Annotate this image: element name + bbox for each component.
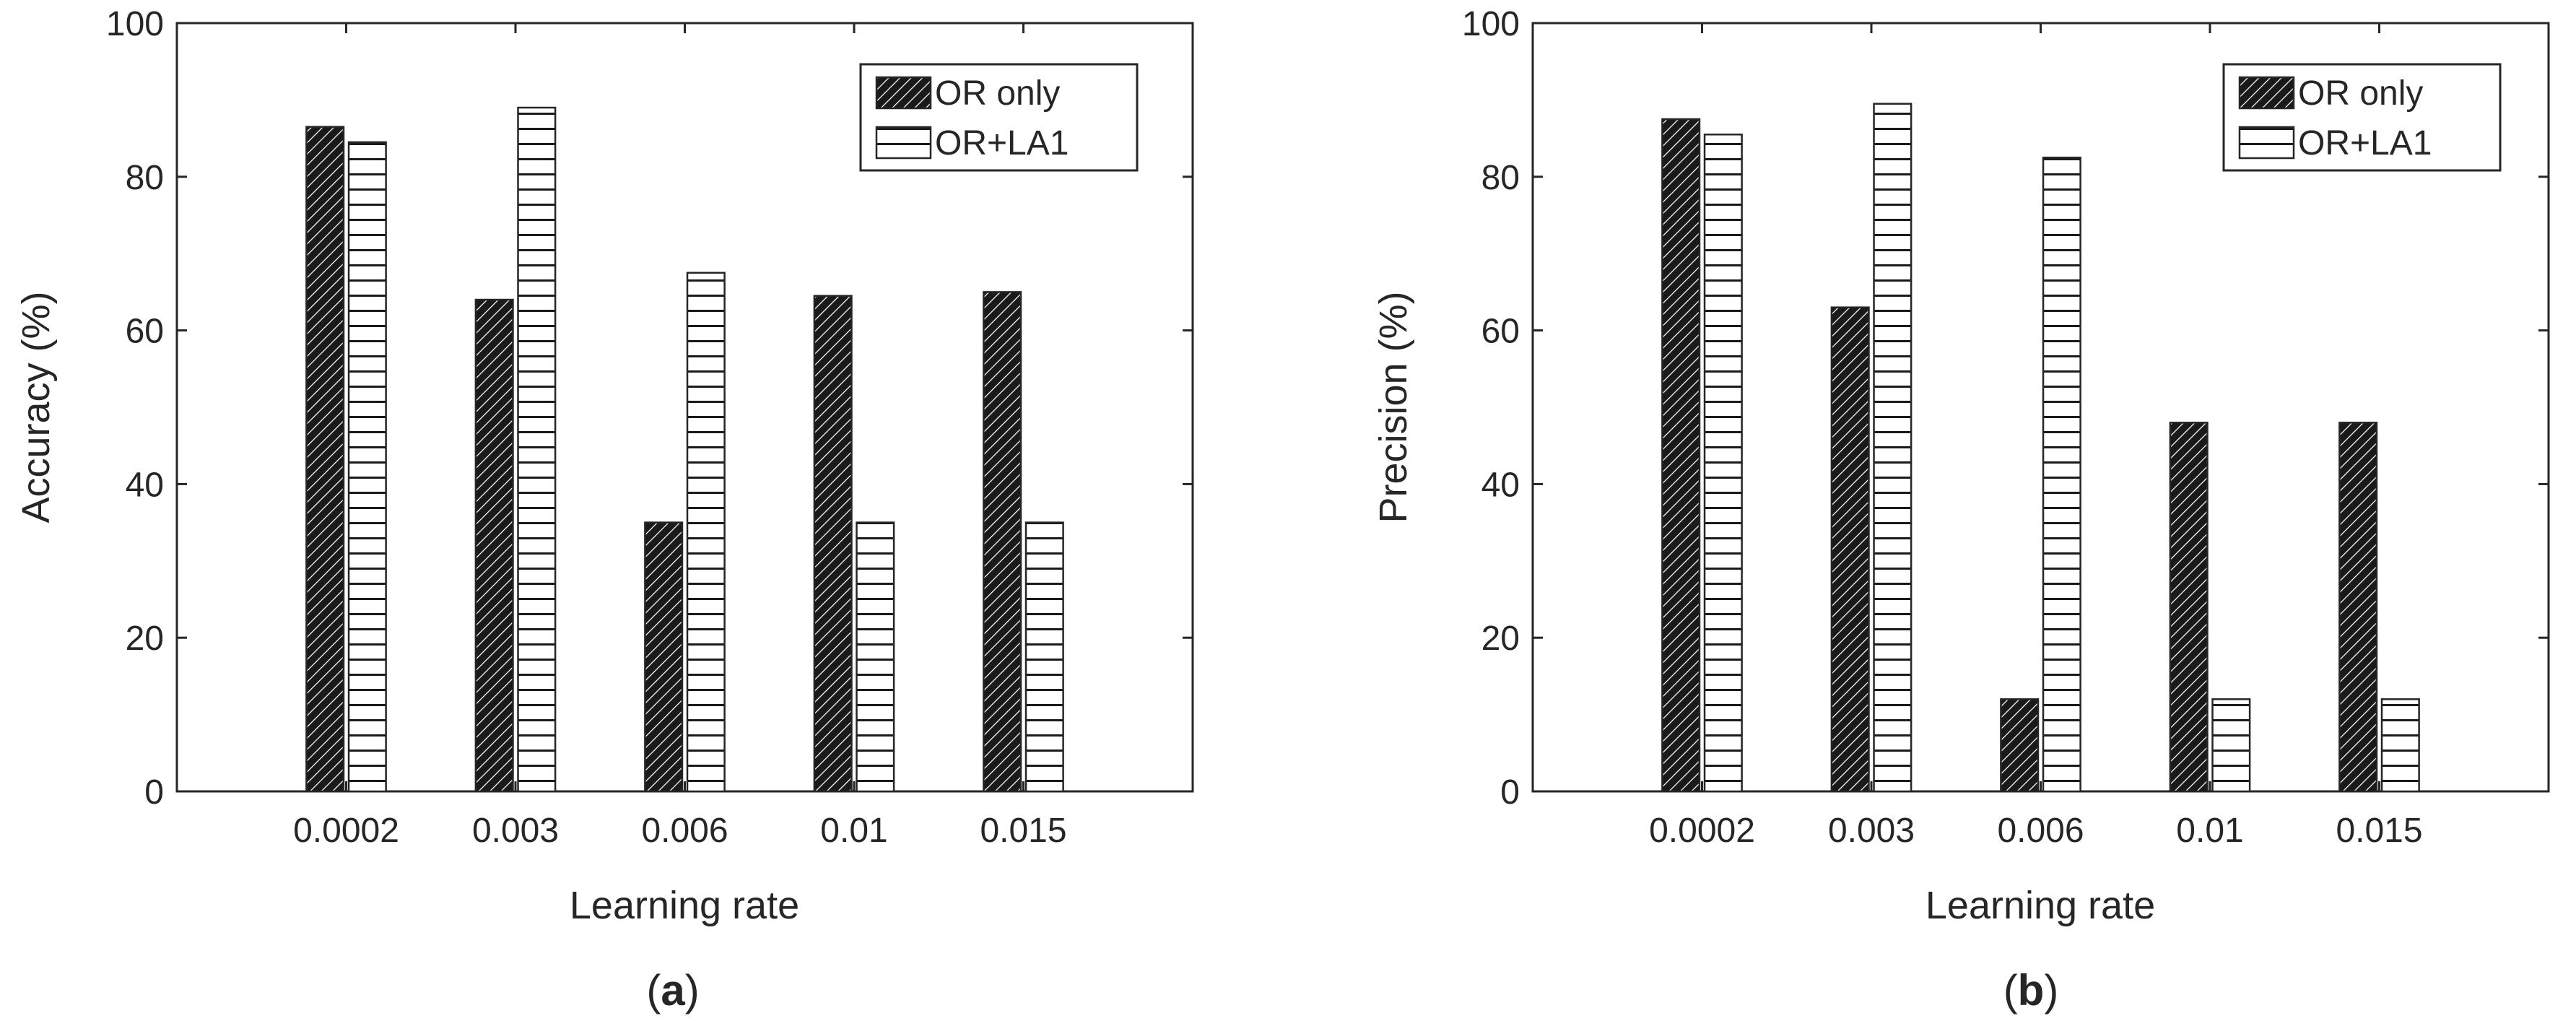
y-axis-label: Precision (%) bbox=[1372, 291, 1415, 523]
legend: OR only OR+LA1 bbox=[859, 63, 1139, 172]
bar-or-la1-0-0002 bbox=[1703, 134, 1743, 793]
y-tick-label: 100 bbox=[106, 5, 164, 43]
bar-or-only-0-015 bbox=[983, 291, 1022, 793]
caption-b: (b) bbox=[2003, 966, 2059, 1015]
bar-or-only-0-006 bbox=[644, 521, 684, 793]
x-tick-label: 0.015 bbox=[980, 812, 1066, 850]
x-axis-label: Learning rate bbox=[570, 884, 799, 927]
x-tick-label: 0.003 bbox=[1828, 812, 1915, 850]
y-tick-label: 100 bbox=[1462, 5, 1520, 43]
bar-or-la1-0-01 bbox=[856, 521, 895, 793]
legend: OR only OR+LA1 bbox=[2222, 63, 2502, 172]
legend-swatch-or-only bbox=[2238, 76, 2295, 110]
x-axis-ticks: 0.0002 0.003 0.006 0.01 0.015 bbox=[1649, 23, 2423, 850]
x-tick-label: 0.0002 bbox=[1649, 812, 1755, 850]
bar-or-la1-0-006 bbox=[686, 271, 726, 793]
legend-swatch-or-la1 bbox=[2238, 126, 2295, 160]
x-axis-ticks: 0.0002 0.003 0.006 0.01 0.015 bbox=[293, 23, 1067, 850]
x-tick-label: 0.01 bbox=[820, 812, 887, 850]
y-tick-label: 60 bbox=[1481, 313, 1520, 351]
y-tick-label: 20 bbox=[1481, 620, 1520, 658]
x-tick-label: 0.006 bbox=[1997, 812, 2084, 850]
legend-label-or-la1: OR+LA1 bbox=[2298, 124, 2432, 162]
bar-or-only-0-003 bbox=[474, 298, 514, 793]
y-tick-label: 60 bbox=[126, 313, 164, 351]
bar-or-la1-0-003 bbox=[517, 106, 557, 793]
y-axis-ticks: 0 20 40 60 80 100 bbox=[106, 5, 1193, 812]
chart-panel-b: 0 20 40 60 80 100 0.0002 0.003 0.006 0.01 0.015 L… bbox=[1372, 5, 2550, 1015]
y-axis-label: Accuracy (%) bbox=[14, 291, 58, 523]
x-tick-label: 0.015 bbox=[2336, 812, 2422, 850]
caption-letter-a: a bbox=[661, 966, 685, 1015]
bar-or-only-0-01 bbox=[2169, 422, 2209, 793]
y-tick-label: 0 bbox=[1500, 773, 1520, 812]
bar-or-la1-0-015 bbox=[2380, 698, 2420, 793]
bar-or-la1-0-015 bbox=[1024, 521, 1064, 793]
y-tick-label: 40 bbox=[1481, 466, 1520, 504]
bar-or-la1-0-01 bbox=[2211, 698, 2251, 793]
bar-or-la1-0-0002 bbox=[347, 141, 387, 793]
y-tick-label: 80 bbox=[1481, 159, 1520, 197]
bars bbox=[1661, 103, 2420, 793]
bars bbox=[305, 106, 1064, 793]
x-tick-label: 0.006 bbox=[641, 812, 728, 850]
legend-swatch-or-la1 bbox=[875, 126, 932, 160]
legend-label-or-only: OR only bbox=[2298, 74, 2423, 113]
x-tick-label: 0.01 bbox=[2176, 812, 2243, 850]
legend-label-or-la1: OR+LA1 bbox=[935, 124, 1069, 162]
caption-letter-b: b bbox=[2018, 966, 2045, 1015]
bar-or-only-0-003 bbox=[1830, 306, 1870, 793]
bar-or-la1-0-006 bbox=[2042, 156, 2081, 793]
legend-swatch-or-only bbox=[875, 76, 932, 110]
bar-or-la1-0-003 bbox=[1873, 103, 1913, 793]
x-tick-label: 0.0002 bbox=[293, 812, 399, 850]
y-tick-label: 0 bbox=[144, 773, 164, 812]
caption-a: (a) bbox=[646, 966, 699, 1015]
legend-label-or-only: OR only bbox=[935, 74, 1060, 113]
chart-panel-a: 0 20 40 60 80 100 0.0002 0.003 0.006 0.01 0.015 L… bbox=[14, 5, 1194, 1015]
x-tick-label: 0.003 bbox=[472, 812, 559, 850]
y-axis-ticks: 0 20 40 60 80 100 bbox=[1462, 5, 2549, 812]
y-tick-label: 40 bbox=[126, 466, 164, 504]
y-tick-label: 80 bbox=[126, 159, 164, 197]
x-axis-label: Learning rate bbox=[1926, 884, 2155, 927]
y-tick-label: 20 bbox=[126, 620, 164, 658]
bar-or-only-0-006 bbox=[2000, 698, 2040, 793]
bar-or-only-0-0002 bbox=[1661, 118, 1701, 793]
bar-or-only-0-015 bbox=[2338, 422, 2378, 793]
bar-or-only-0-01 bbox=[813, 295, 853, 793]
bar-or-only-0-0002 bbox=[305, 126, 345, 793]
